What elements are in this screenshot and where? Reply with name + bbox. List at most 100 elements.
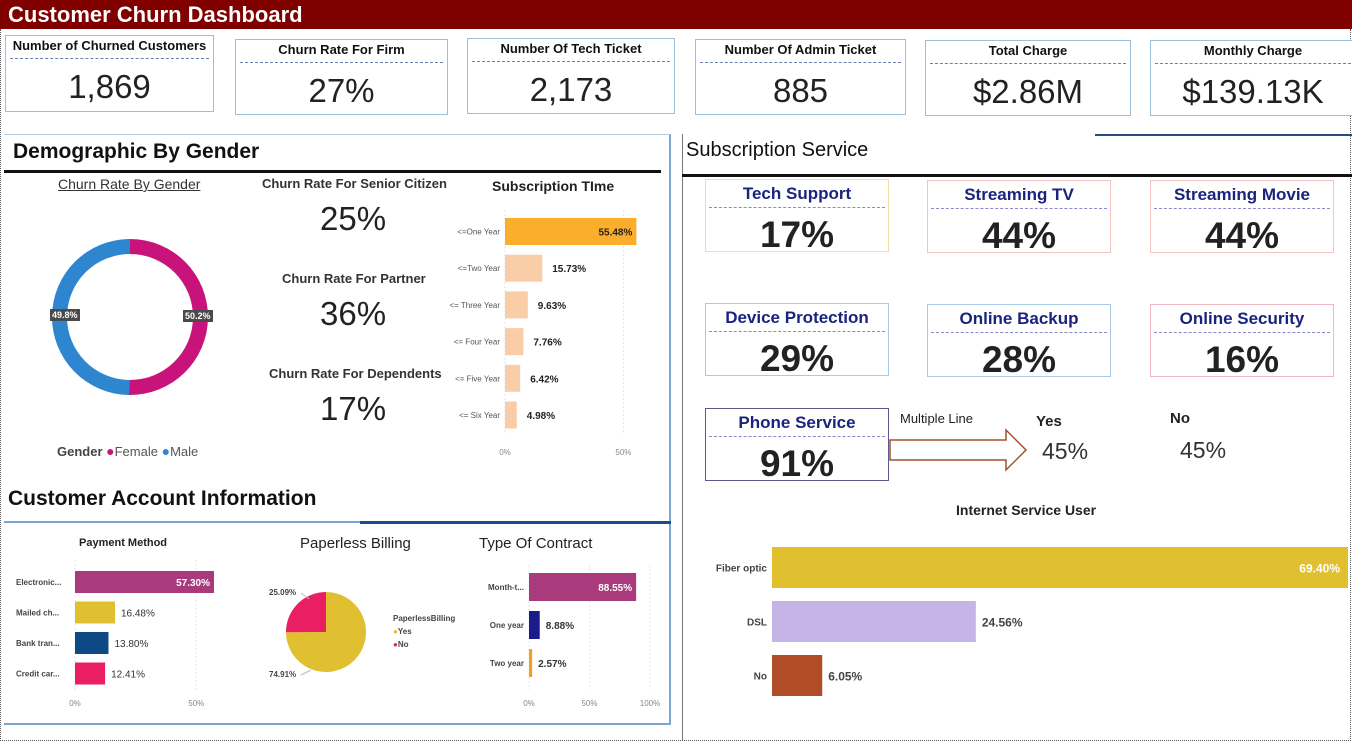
kpi-label: Number of Churned Customers: [12, 38, 207, 53]
category-label: Two year: [490, 659, 524, 668]
tick-label: 50%: [615, 448, 631, 457]
account-divider-right: [360, 521, 671, 524]
gender-donut-chart[interactable]: [30, 225, 230, 410]
tile-streaming-tv[interactable]: Streaming TV 44%: [927, 180, 1111, 256]
subscription-divider: [682, 174, 1352, 177]
kpi-label: Number Of Admin Ticket: [724, 42, 877, 57]
pie-value-label: 25.09%: [269, 588, 296, 597]
value-label: 8.88%: [546, 621, 574, 632]
tile-device-protection[interactable]: Device Protection 29%: [705, 303, 889, 379]
internet-bar[interactable]: [772, 601, 976, 642]
tick-label: 50%: [581, 699, 597, 708]
contract-title: Type Of Contract: [479, 535, 593, 552]
legend-yes-dot: ●: [393, 627, 398, 636]
payment-bar[interactable]: [75, 601, 115, 624]
category-label: Month-t...: [488, 583, 524, 592]
kpi-monthly-charge[interactable]: Monthly Charge $139.13K: [1150, 40, 1352, 116]
payment-bar[interactable]: [75, 632, 109, 654]
subscription-bar[interactable]: [505, 364, 521, 392]
donut-slice-female[interactable]: [129, 239, 209, 395]
category-label: Fiber optic: [716, 564, 768, 575]
subscription-bar[interactable]: [505, 401, 517, 429]
category-label: One year: [490, 621, 524, 630]
subscription-time-chart[interactable]: <=One Year 55.48% <=Two Year 15.73% <= Three…: [440, 210, 660, 460]
contract-bar[interactable]: [529, 649, 533, 677]
header-bar: Customer Churn Dashboard: [0, 0, 1352, 29]
pie-slice-no[interactable]: [286, 592, 326, 633]
tile-streaming-movie[interactable]: Streaming Movie 44%: [1150, 180, 1334, 256]
tile-online-backup[interactable]: Online Backup 28%: [927, 304, 1111, 380]
tile-label: Streaming Movie: [1173, 185, 1311, 204]
subscription-top-accent: [1095, 134, 1352, 136]
category-label: <= Five Year: [455, 374, 500, 383]
donut-slice-male[interactable]: [52, 239, 130, 395]
tick-label: 0%: [69, 699, 81, 708]
partner-value: 36%: [320, 295, 387, 332]
category-label: Bank tran...: [16, 639, 60, 648]
category-label: <= Six Year: [459, 411, 500, 420]
value-label: 69.40%: [1299, 562, 1340, 576]
multiple-line-no-label: No: [1170, 410, 1190, 427]
contract-bar[interactable]: [529, 611, 540, 639]
kpi-value: 885: [772, 72, 829, 109]
senior-label: Churn Rate For Senior Citizen: [262, 176, 447, 191]
pie-value-label: 74.91%: [269, 670, 296, 679]
dependents-label: Churn Rate For Dependents: [269, 366, 442, 381]
value-label: 9.63%: [538, 301, 566, 312]
leader-line: [300, 669, 312, 676]
internet-bar[interactable]: [772, 655, 823, 696]
kpi-churn-rate[interactable]: Churn Rate For Firm 27%: [235, 39, 448, 115]
subscription-bar[interactable]: [505, 328, 524, 356]
value-label: 6.42%: [530, 374, 558, 385]
category-label: No: [754, 672, 767, 683]
arrow-icon: [889, 428, 1028, 472]
subscription-bar[interactable]: [505, 218, 637, 245]
tile-phone-service[interactable]: Phone Service 91%: [705, 408, 889, 484]
paperless-legend-title: PaperlessBilling: [393, 614, 456, 623]
value-label: 2.57%: [538, 659, 566, 670]
account-panel: [4, 470, 671, 725]
senior-value: 25%: [320, 200, 387, 237]
value-label: 6.05%: [828, 670, 862, 684]
kpi-value: 2,173: [529, 71, 613, 108]
payment-bar[interactable]: [75, 571, 214, 593]
internet-title: Internet Service User: [956, 502, 1097, 518]
account-title: Customer Account Information: [8, 487, 317, 510]
multiple-line-yes-value: 45%: [1042, 438, 1089, 464]
subscription-time-title: Subscription TIme: [492, 178, 615, 194]
payment-bar[interactable]: [75, 662, 106, 685]
tile-label: Streaming TV: [964, 185, 1074, 204]
category-label: Credit car...: [16, 670, 60, 679]
kpi-admin-ticket[interactable]: Number Of Admin Ticket 885: [695, 39, 906, 115]
leader-line: [300, 592, 310, 600]
payment-method-chart[interactable]: Electronic... 57.30% Mailed ch... 16.48% Ban…: [10, 560, 260, 710]
contract-type-chart[interactable]: Month-t... 88.55% One year 8.88% Two year 2.5…: [470, 565, 665, 710]
subscription-bar[interactable]: [505, 254, 543, 282]
contract-bar[interactable]: [529, 573, 637, 601]
legend-no-dot: ●: [393, 640, 398, 649]
tile-label: Phone Service: [738, 413, 856, 432]
tick-label: 100%: [640, 699, 660, 708]
demographic-title: Demographic By Gender: [13, 140, 260, 163]
pie-slice-yes[interactable]: [286, 592, 366, 672]
tile-tech-support[interactable]: Tech Support 17%: [705, 179, 889, 255]
category-label: <= Four Year: [454, 338, 501, 347]
kpi-churned-customers[interactable]: Number of Churned Customers 1,869: [5, 35, 214, 112]
internet-service-chart[interactable]: Fiber optic 69.40% DSL 24.56% No 6.05%: [690, 540, 1350, 700]
kpi-total-charge[interactable]: Total Charge $2.86M: [925, 40, 1131, 116]
kpi-value: $139.13K: [1182, 73, 1324, 110]
value-label: 12.41%: [111, 670, 145, 681]
tile-label: Device Protection: [725, 308, 869, 327]
internet-bar[interactable]: [772, 547, 1348, 588]
paperless-pie-chart[interactable]: 25.09% 74.91%: [265, 580, 395, 685]
dashboard-title: Customer Churn Dashboard: [8, 2, 303, 27]
male-data-label: 49.8%: [50, 309, 80, 321]
subscription-bar[interactable]: [505, 291, 528, 319]
multiple-line-no-value: 45%: [1180, 437, 1227, 463]
legend-yes-label: Yes: [397, 627, 412, 636]
subscription-panel: [682, 134, 1352, 740]
female-data-label: 50.2%: [183, 310, 213, 322]
demographic-panel: [4, 134, 671, 470]
kpi-tech-ticket[interactable]: Number Of Tech Ticket 2,173: [467, 38, 675, 114]
tile-online-security[interactable]: Online Security 16%: [1150, 304, 1334, 380]
